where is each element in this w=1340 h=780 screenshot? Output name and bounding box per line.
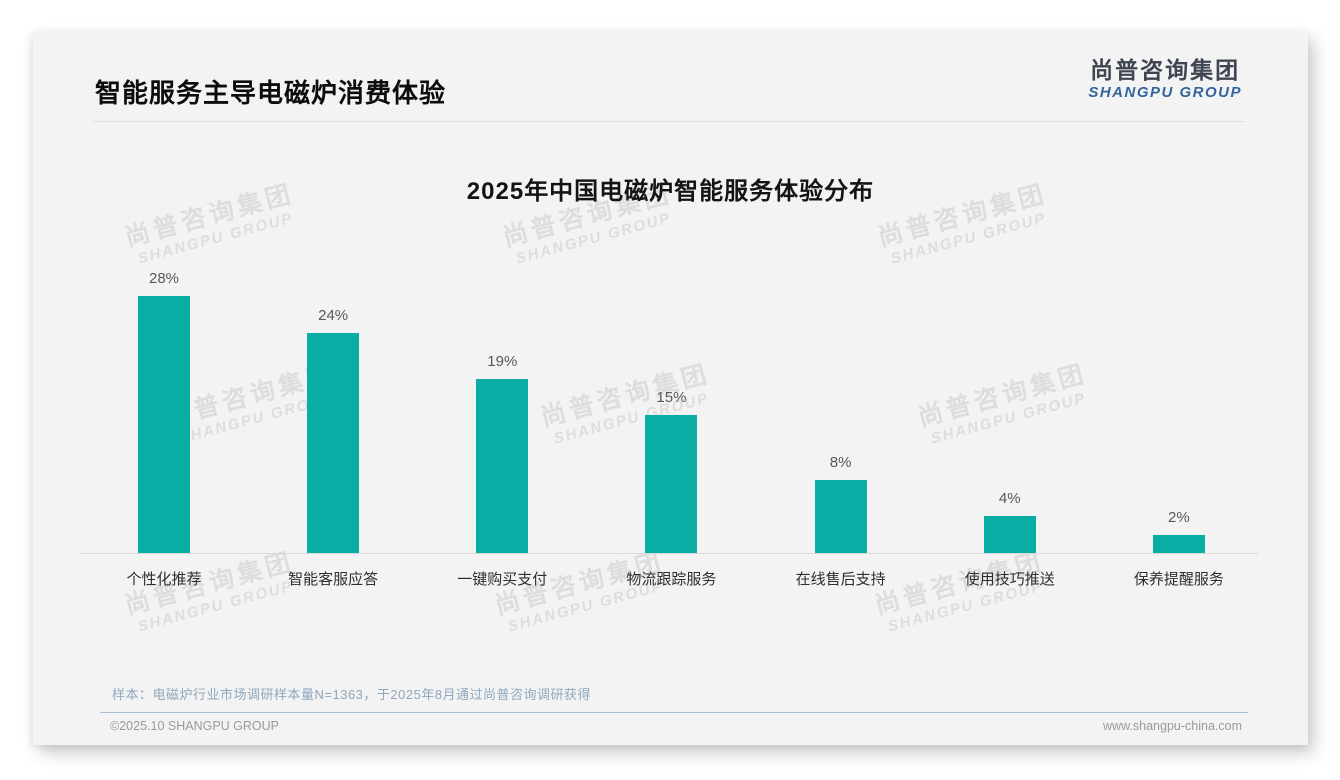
footer-divider [100,712,1248,713]
bar-7 [1152,535,1205,553]
category-label: 物流跟踪服务 [626,571,717,588]
bar-value-label: 15% [656,389,687,406]
copyright-text: ©2025.10 SHANGPU GROUP [110,719,279,733]
x-axis-line [80,553,1258,554]
footer: ©2025.10 SHANGPU GROUP www.shangpu-china… [110,719,1242,733]
category-label: 个性化推荐 [126,571,202,588]
bar-value-label: 8% [829,454,852,471]
bar-value-label: 2% [1168,509,1190,526]
chart-title: 2025年中国电磁炉智能服务体验分布 [466,178,875,205]
category-label: 一键购买支付 [457,571,548,588]
website-link[interactable]: www.shangpu-china.com [1103,719,1242,733]
slide-card: 尚普咨询集团 SHANGPU GROUP 尚普咨询集团 SHANGPU GROUP 尚普… [33,31,1308,745]
bar-4 [645,415,698,553]
bar-6 [983,516,1036,553]
company-logo: 尚普咨询集团 SHANGPU GROUP [1088,57,1242,102]
category-label: 智能客服应答 [288,571,379,588]
bar-3 [476,379,529,553]
sample-note: 样本：电磁炉行业市场调研样本量N=1363，于2025年8月通过尚普咨询调研获得 [112,687,592,702]
logo-chinese-text: 尚普咨询集团 [1090,57,1241,83]
bar-chart: 28% 个性化推荐 24% 智能客服应答 19% 一键购买支付 15% 物流跟踪服务 8% 在线售… [33,31,1308,745]
bar-value-label: 28% [148,270,180,287]
bar-5 [814,480,867,553]
page-title: 智能服务主导电磁炉消费体验 [95,78,447,108]
category-label: 保养提醒服务 [1133,571,1224,588]
bar-1 [138,296,190,553]
category-label: 使用技巧推送 [964,571,1055,588]
logo-english-text: SHANGPU GROUP [1088,84,1242,101]
category-label: 在线售后支持 [795,571,886,588]
bar-value-label: 4% [998,490,1021,507]
bar-value-label: 24% [318,307,349,324]
bar-value-label: 19% [487,353,518,370]
title-divider [93,121,1245,122]
bar-2 [307,333,360,553]
